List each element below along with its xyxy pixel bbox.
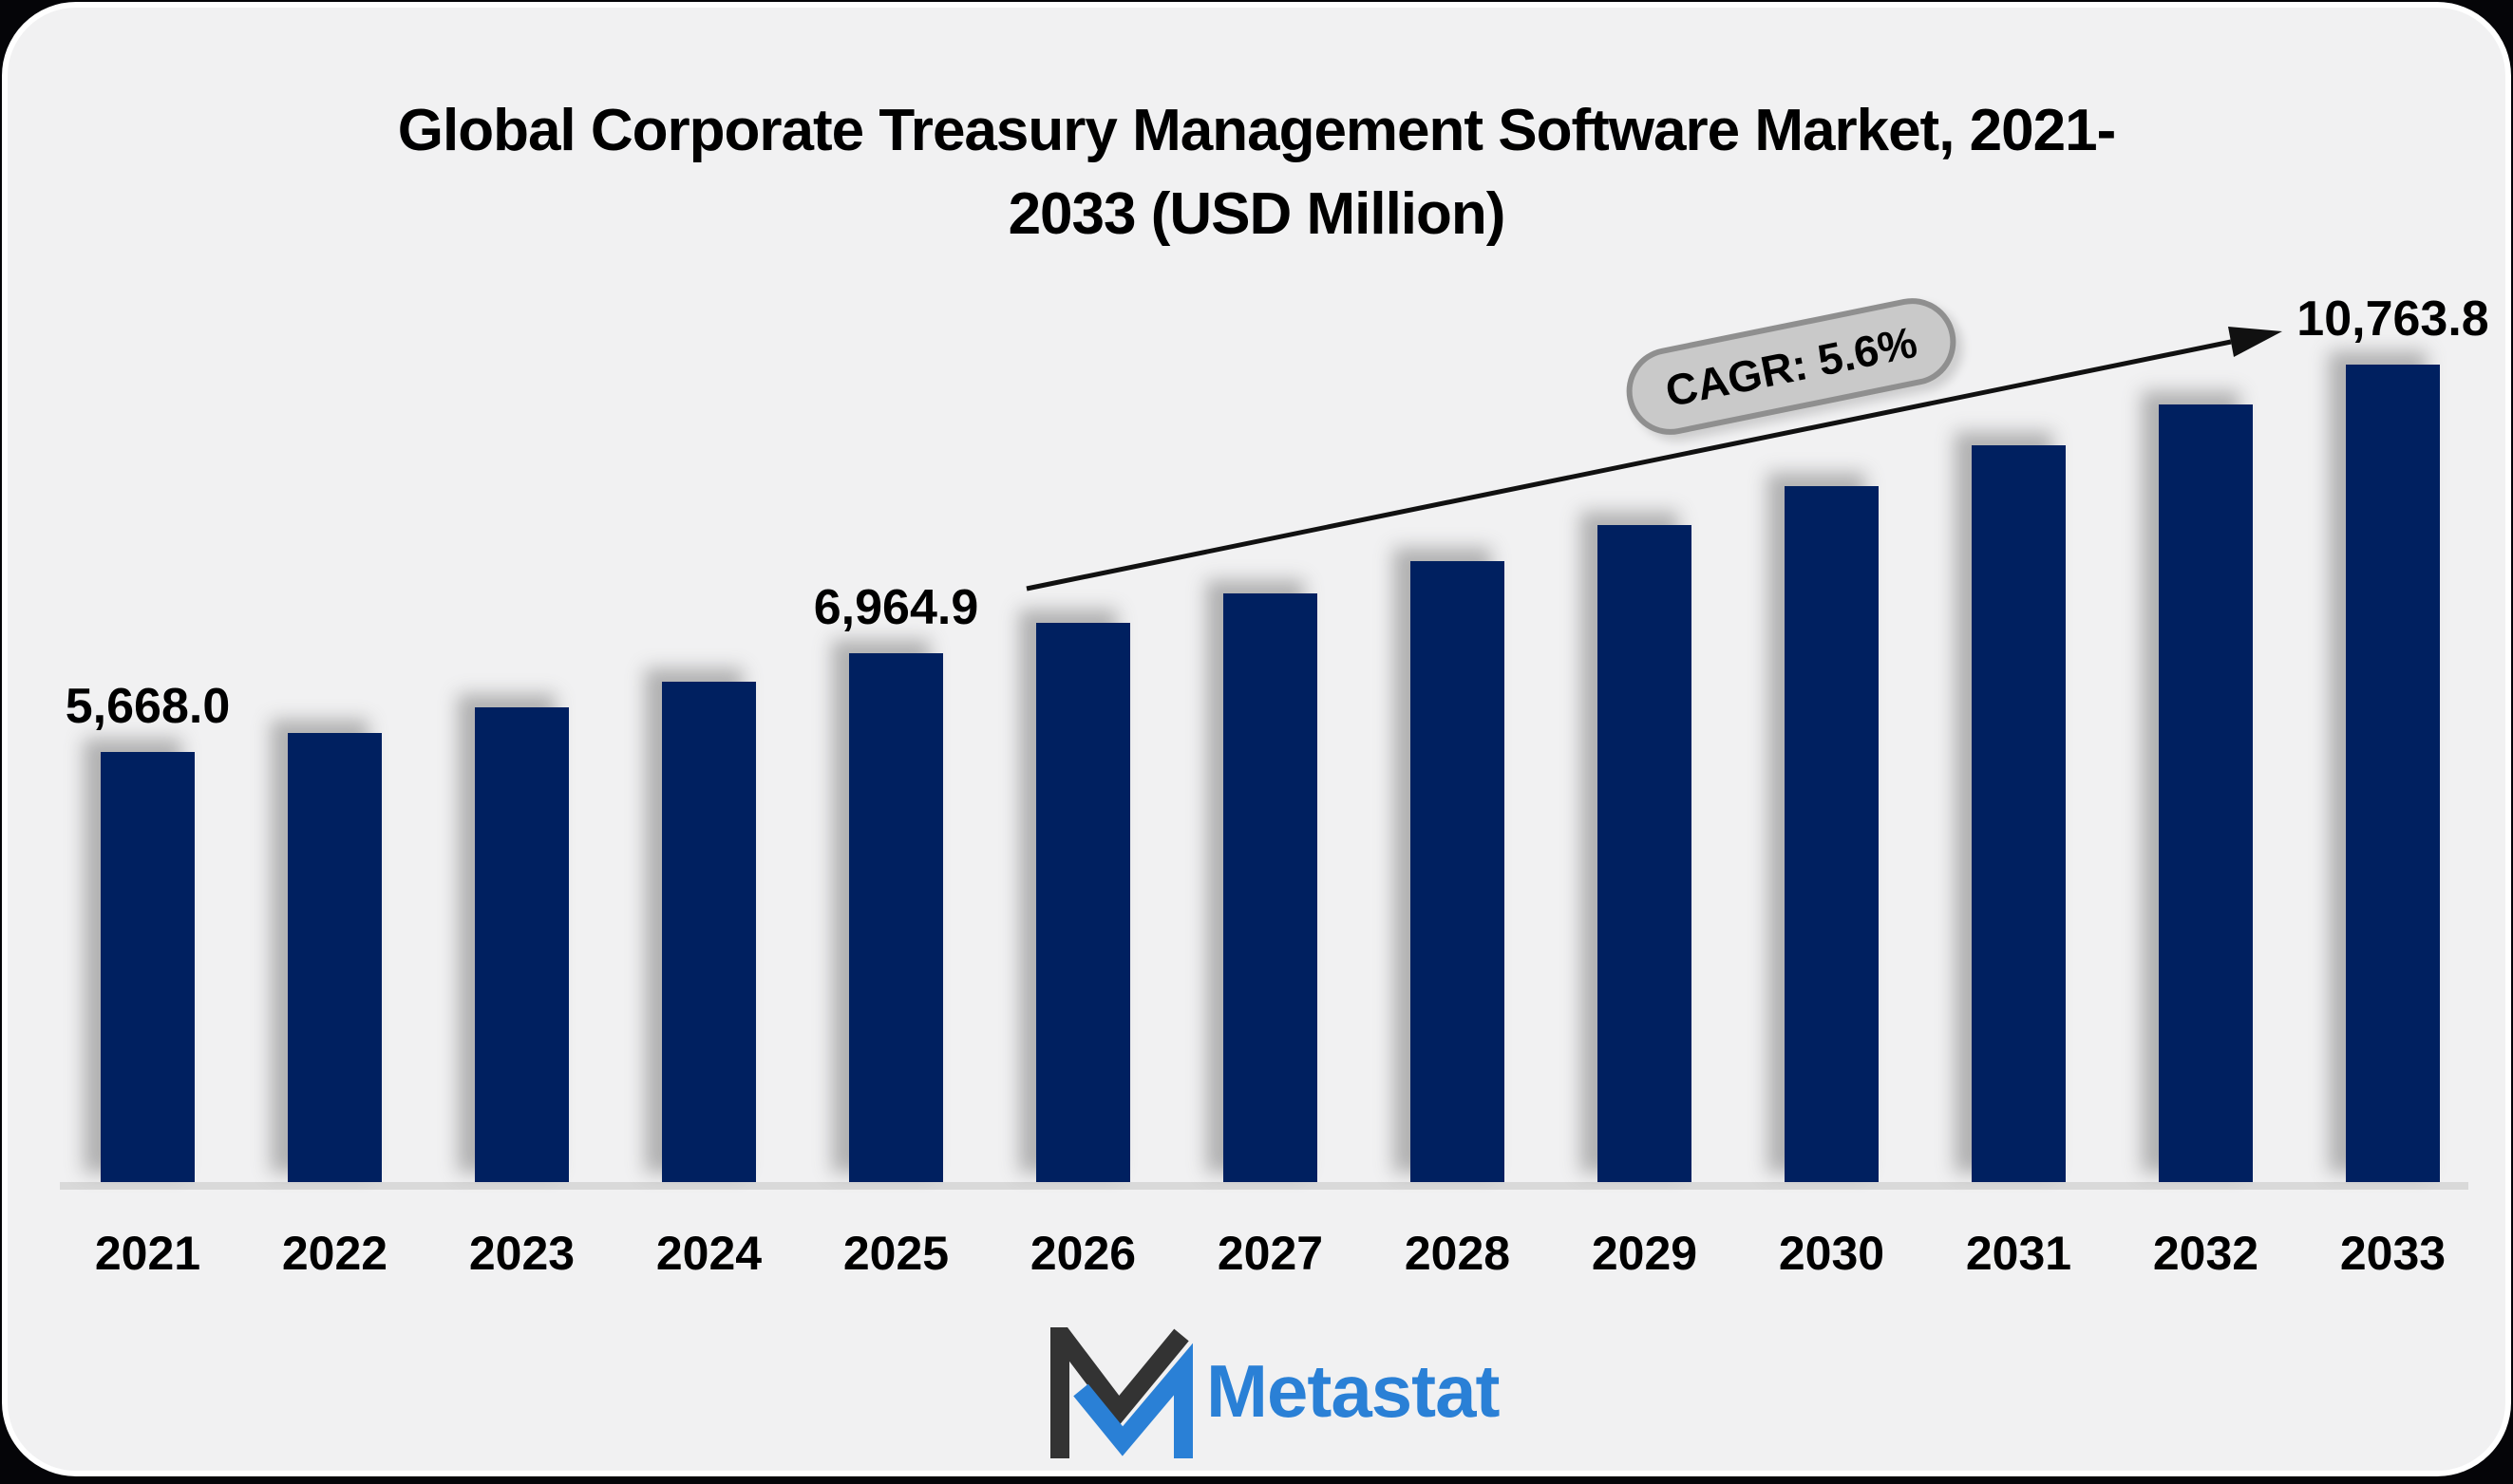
x-tick-2027: 2027 — [1217, 1227, 1324, 1280]
metastat-logo-icon — [1050, 1327, 1193, 1458]
value-label-2021: 5,668.0 — [65, 679, 231, 734]
bar-2032 — [2159, 404, 2253, 1182]
bar-2024 — [662, 682, 756, 1182]
bar-2033 — [2346, 365, 2440, 1182]
chart-title-line1: Global Corporate Treasury Management Sof… — [397, 98, 2116, 163]
bar-2028 — [1410, 561, 1504, 1182]
x-tick-2033: 2033 — [2339, 1227, 2447, 1280]
x-tick-2021: 2021 — [94, 1227, 201, 1280]
brand-logo: Metastat — [1050, 1327, 1500, 1460]
chart-title: Global Corporate Treasury Management Sof… — [8, 89, 2505, 256]
x-tick-2024: 2024 — [655, 1227, 763, 1280]
x-tick-2031: 2031 — [1965, 1227, 2072, 1280]
x-tick-2022: 2022 — [281, 1227, 388, 1280]
x-tick-2030: 2030 — [1778, 1227, 1885, 1280]
bar-2021 — [101, 752, 195, 1182]
brand-logo-text: Metastat — [1206, 1348, 1500, 1433]
bar-2031 — [1972, 445, 2066, 1182]
bar-2029 — [1597, 525, 1691, 1182]
x-tick-2029: 2029 — [1591, 1227, 1698, 1280]
x-tick-2032: 2032 — [2152, 1227, 2259, 1280]
x-tick-2023: 2023 — [468, 1227, 576, 1280]
x-tick-2028: 2028 — [1404, 1227, 1511, 1280]
bar-2027 — [1223, 593, 1317, 1182]
bar-2025 — [849, 653, 943, 1182]
bar-2030 — [1785, 486, 1879, 1182]
value-label-2033: 10,763.8 — [2296, 291, 2489, 347]
bar-2026 — [1036, 623, 1130, 1182]
value-label-2025: 6,964.9 — [813, 580, 979, 635]
chart-title-line2: 2033 (USD Million) — [1008, 181, 1506, 247]
bar-chart-plot: 2021 2022 2023 2024 2025 2026 2027 2028 2029 2030… — [8, 8, 2505, 1471]
bar-2022 — [288, 733, 382, 1182]
x-tick-2025: 2025 — [842, 1227, 950, 1280]
bar-2023 — [475, 707, 569, 1182]
x-tick-2026: 2026 — [1030, 1227, 1137, 1280]
x-axis-line — [60, 1182, 2468, 1190]
